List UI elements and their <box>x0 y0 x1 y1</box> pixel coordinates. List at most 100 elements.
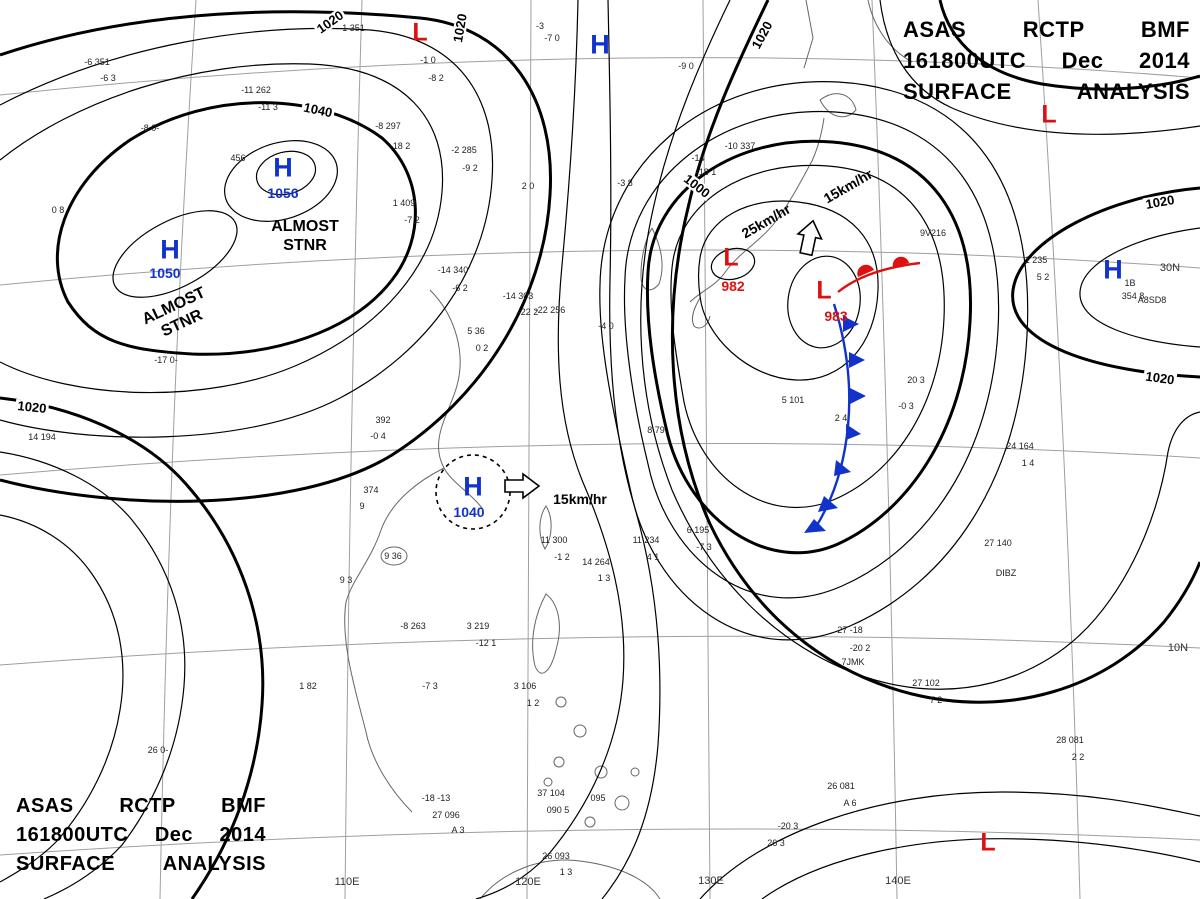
station-plot: 26 081 <box>827 780 855 791</box>
station-plot: 8 79 <box>647 424 665 435</box>
station-plot: -8 0- <box>140 122 160 133</box>
station-plot: 9 3 <box>339 574 353 585</box>
high-center-symbol: H <box>463 471 483 502</box>
movement-arrow <box>504 472 541 500</box>
station-plot: -20 2 <box>849 642 871 653</box>
high-center-symbol: H <box>1103 254 1123 285</box>
station-plot: 1 2 <box>526 697 540 708</box>
station-plot: 27 102 <box>912 677 940 688</box>
station-plot: 27 096 <box>432 809 460 820</box>
station-plot: 1B <box>1124 277 1136 288</box>
graticule-label: 10N <box>1167 642 1189 654</box>
station-plot: 37 104 <box>537 787 565 798</box>
station-plot: -1 351 <box>339 22 365 33</box>
station-plot: 0 2 <box>475 342 489 353</box>
station-plot: -7 3 <box>696 541 712 552</box>
station-plot: 1 235 <box>1024 254 1048 265</box>
station-plot: 27 -18 <box>837 624 863 635</box>
station-plot: -1 2 <box>554 551 570 562</box>
station-plot: DIBZ <box>995 567 1017 578</box>
low-center-symbol: L <box>980 828 996 857</box>
high-center-symbol: H <box>160 234 180 265</box>
station-plot: 28 081 <box>1056 734 1084 745</box>
movement-arrow <box>796 219 823 257</box>
graticule-label: 30N <box>1159 262 1181 274</box>
station-plot: 5 101 <box>781 394 805 405</box>
station-plot: -0 3 <box>898 400 914 411</box>
low-center-symbol: L <box>816 276 832 305</box>
station-plot: -20 3 <box>777 820 799 831</box>
station-plot: 9 <box>359 500 365 511</box>
station-plot: -22 256 <box>534 304 566 315</box>
station-plot: -6 2 <box>452 282 468 293</box>
station-plot: 11 234 <box>632 534 660 545</box>
station-plot: 2 2 <box>1071 751 1085 762</box>
station-plot: 5 2 <box>1036 271 1050 282</box>
station-plot: -11 3 <box>258 101 278 112</box>
high-center-symbol: H <box>590 29 610 60</box>
station-plot: -14 303 <box>502 290 534 301</box>
station-plot: 7 2 <box>929 694 943 705</box>
station-plot: 3 106 <box>513 680 537 691</box>
title-line-3: SURFACE ANALYSIS <box>903 79 1190 104</box>
station-plot: -6 351 <box>84 56 110 67</box>
low-center-symbol: L <box>723 243 739 272</box>
pressure-center-note: ALMOST STNR <box>271 217 339 254</box>
pressure-center-value: 1050 <box>149 265 181 281</box>
high-center-symbol: H <box>273 152 293 183</box>
station-plot: A8SD8 <box>1137 294 1167 305</box>
station-plot: -1 0 <box>420 54 436 65</box>
station-plot: -0 4 <box>370 430 386 441</box>
title-line-3: SURFACE ANALYSIS <box>16 853 266 875</box>
graticule-label: 110E <box>334 876 360 888</box>
station-plot: -8 297 <box>375 120 401 131</box>
station-plot: 354 8 <box>1121 290 1145 301</box>
station-plot: 5 36 <box>467 325 485 336</box>
title-block-bottom-left: ASAS RCTP BMF 161800UTC Dec 2014 SURFACE… <box>16 792 266 879</box>
station-plot: -18 -13 <box>421 792 451 803</box>
station-plot: 090 5 <box>546 804 570 815</box>
station-plot: -8 2 <box>428 72 444 83</box>
station-plot: -7 3 <box>422 680 438 691</box>
station-plot: 095 <box>590 792 606 803</box>
station-plot: -14 340 <box>437 264 469 275</box>
station-plot: -2 285 <box>451 144 477 155</box>
station-plot: 11 300 <box>540 534 568 545</box>
coastline-layer <box>344 0 913 899</box>
station-plot: -11 262 <box>241 84 271 95</box>
station-plot: 26 093 <box>542 850 570 861</box>
graticule-label: 130E <box>698 875 724 887</box>
station-plot: -6 3 <box>100 72 116 83</box>
movement-arrow-layer <box>504 219 823 500</box>
station-plot: 20 3 <box>907 374 925 385</box>
graticule-label: 120E <box>515 876 541 888</box>
station-plot: 392 <box>375 414 391 425</box>
station-plot: -22 2 <box>517 306 539 317</box>
station-plot: -10 337 <box>724 140 756 151</box>
station-plot: -4 0 <box>598 320 614 331</box>
station-plot: -18 2 <box>389 140 411 151</box>
station-plot: 374 <box>363 484 379 495</box>
station-plot: -7 2 <box>404 214 420 225</box>
station-plot: -17 0- <box>154 354 178 365</box>
title-block-top-right: ASAS RCTP BMF 161800UTC Dec 2014 SURFACE… <box>903 14 1190 107</box>
station-plot: 26 0- <box>147 744 169 755</box>
station-plot: 7JMK <box>841 656 865 667</box>
station-plot: 9V216 <box>919 227 947 238</box>
station-plot: -8 263 <box>400 620 426 631</box>
pressure-center-value: 983 <box>824 308 848 324</box>
pressure-center-value: 1040 <box>453 504 485 520</box>
station-plot: -3 8 <box>617 177 633 188</box>
station-plot: 2 0 <box>521 180 535 191</box>
pressure-center-value: 982 <box>721 278 745 294</box>
station-plot: 1 3 <box>597 572 611 583</box>
station-plot: 9 36 <box>384 550 402 561</box>
station-plot: -3 <box>535 20 545 31</box>
low-center-symbol: L <box>412 18 428 47</box>
station-plot: 1 4 <box>1021 457 1035 468</box>
station-plot: -9 2 <box>462 162 478 173</box>
